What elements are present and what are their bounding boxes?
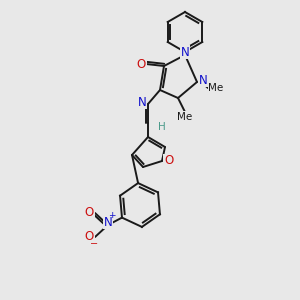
Text: N: N	[199, 74, 207, 86]
Text: O: O	[136, 58, 146, 70]
Text: N: N	[103, 215, 112, 229]
Text: O: O	[84, 206, 94, 220]
Text: O: O	[164, 154, 174, 167]
Text: Me: Me	[177, 112, 193, 122]
Text: −: −	[90, 239, 98, 249]
Text: O: O	[84, 230, 94, 244]
Text: +: +	[108, 211, 116, 220]
Text: N: N	[181, 46, 189, 59]
Text: N: N	[138, 95, 146, 109]
Text: H: H	[158, 122, 166, 132]
Text: Me: Me	[208, 83, 224, 93]
